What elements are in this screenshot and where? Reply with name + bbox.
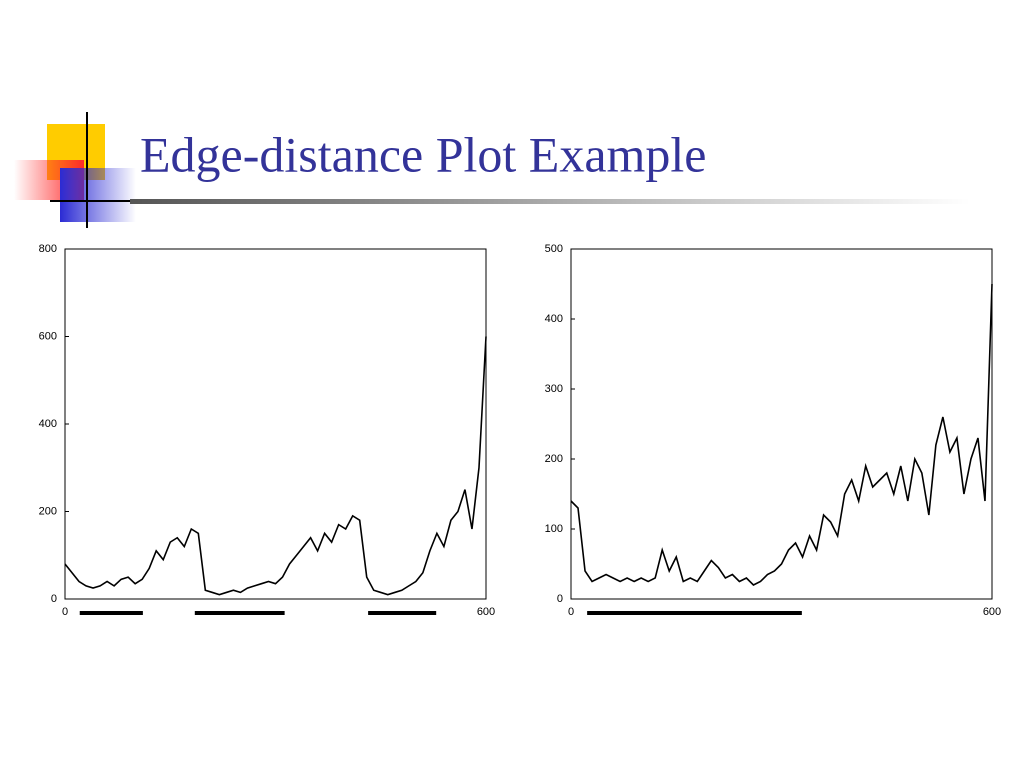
x-tick-label: 0: [62, 606, 68, 618]
title-underline: [130, 199, 970, 204]
x-tick-label: 0: [568, 606, 574, 618]
y-tick-label: 300: [545, 383, 563, 395]
y-tick-label: 600: [39, 330, 57, 342]
x-tick-label: 600: [477, 606, 495, 618]
y-tick-label: 0: [557, 593, 563, 605]
y-tick-label: 200: [545, 453, 563, 465]
plot-frame: [64, 248, 487, 600]
y-tick-label: 200: [39, 505, 57, 517]
y-tick-label: 400: [39, 418, 57, 430]
y-tick-label: 0: [51, 593, 57, 605]
x-tick-label: 600: [983, 606, 1001, 618]
deco-blue: [60, 168, 136, 222]
y-tick-label: 100: [545, 523, 563, 535]
data-line: [570, 283, 993, 586]
y-tick-label: 500: [545, 243, 563, 255]
y-tick-label: 400: [545, 313, 563, 325]
y-tick-label: 800: [39, 243, 57, 255]
data-line: [64, 336, 487, 596]
plot-frame: [570, 248, 993, 600]
slide-title: Edge-distance Plot Example: [140, 126, 707, 182]
